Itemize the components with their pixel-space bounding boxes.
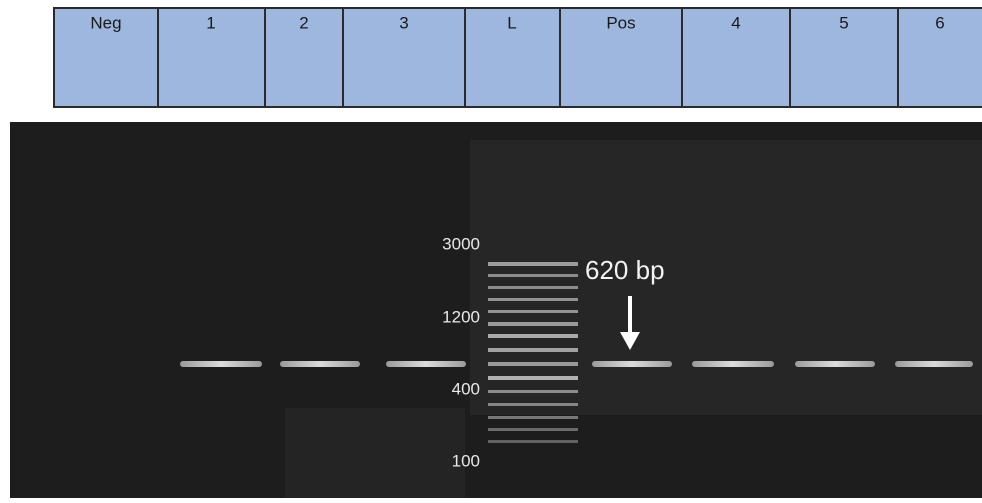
lane-label: 6 [935,13,944,32]
ladder-label: 1200 [442,307,480,326]
annotation: 620 bp [585,255,665,285]
lane-label: 1 [206,13,215,32]
lane-table: Neg 1 2 3 L Pos 4 5 6 [54,8,982,107]
figure: Neg 1 2 3 L Pos 4 5 6 [0,0,982,498]
ladder-label: 100 [452,451,480,470]
lane-label: 4 [731,13,740,32]
page: {"lanes": ["Neg", "1", "2", "3", "L", "P… [0,0,982,498]
gel-shade [470,140,982,415]
gel: 3000 1200 400 100 620 bp [10,122,982,498]
lane-label: Pos [606,13,635,32]
ladder-label: 400 [452,379,480,398]
lane-label: 2 [299,13,308,32]
lane-label: L [507,13,516,32]
lane-label: 5 [839,13,848,32]
lane-label: 3 [399,13,408,32]
gel-shade [285,408,465,498]
ladder-label: 3000 [442,234,480,253]
lane-label: Neg [90,13,121,32]
